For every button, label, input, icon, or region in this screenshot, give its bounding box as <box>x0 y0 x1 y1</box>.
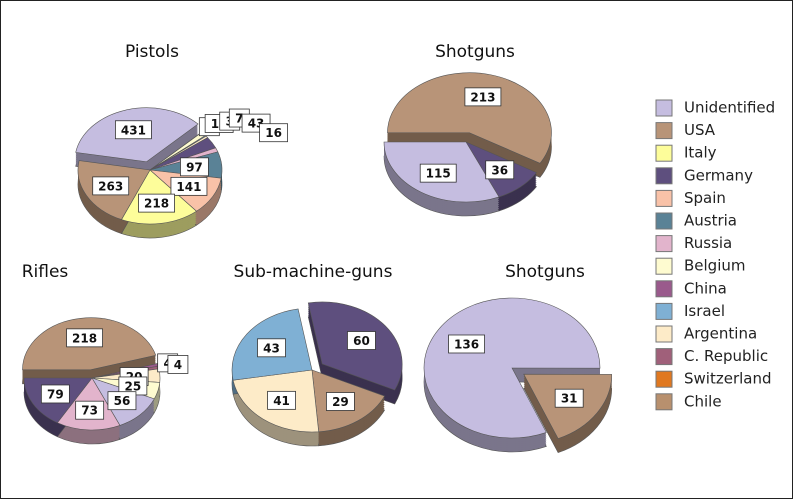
legend-swatch <box>655 99 673 117</box>
value-label-box <box>259 123 288 143</box>
legend-swatch <box>655 393 673 411</box>
legend-swatch <box>655 122 673 140</box>
chart-title: Shotguns <box>435 42 515 62</box>
value-label-box <box>66 328 103 348</box>
value-label: 218 <box>72 331 97 345</box>
legend-label: Argentina <box>684 325 757 343</box>
value-label: 79 <box>47 387 64 401</box>
legend-label: Switzerland <box>684 370 772 388</box>
value-label-box <box>167 355 189 374</box>
value-label-box <box>257 338 286 358</box>
slice <box>387 72 552 164</box>
value-label-box <box>326 392 355 411</box>
legend-label: Germany <box>684 166 753 184</box>
value-label: 115 <box>426 167 451 181</box>
legend-swatch <box>655 348 673 366</box>
value-label: 16 <box>265 126 282 140</box>
value-label: 431 <box>121 123 146 137</box>
legend-label: China <box>684 279 727 297</box>
legend-label: Israel <box>684 302 725 320</box>
value-label: 213 <box>470 90 495 104</box>
value-label-box <box>347 331 376 350</box>
chart-title: Pistols <box>125 42 179 62</box>
legend-label: Austria <box>684 212 737 230</box>
legend-swatch <box>655 302 673 320</box>
value-label-box <box>92 176 130 196</box>
legend-label: Chile <box>684 392 722 410</box>
value-label-box <box>267 390 296 410</box>
legend-swatch <box>655 212 673 230</box>
chart-title: Sub-machine-guns <box>234 262 393 282</box>
value-label: 43 <box>263 341 280 355</box>
value-label: 41 <box>273 394 290 408</box>
value-label-box <box>115 120 152 140</box>
value-label: 4 <box>174 358 182 372</box>
value-label-box <box>180 157 209 177</box>
value-label: 7 <box>235 112 243 126</box>
chart-title: Rifles <box>22 262 69 282</box>
slice <box>423 297 601 439</box>
value-label: 31 <box>561 392 578 406</box>
value-label: 73 <box>81 404 98 418</box>
legend-label: Russia <box>684 234 732 252</box>
legend-label: C. Republic <box>684 347 768 365</box>
value-label-box <box>485 160 515 180</box>
legend-swatch <box>655 144 673 162</box>
value-label: 60 <box>353 334 370 348</box>
legend-label: Unidentified <box>684 99 775 117</box>
legend-swatch <box>655 370 673 388</box>
legend-swatch <box>655 189 673 207</box>
legend-swatch <box>655 325 673 343</box>
value-label-box <box>554 388 584 408</box>
value-label-box <box>107 391 137 411</box>
value-label-box <box>170 176 208 196</box>
value-label-box <box>40 384 70 404</box>
value-label-box <box>419 163 457 183</box>
legend-swatch <box>655 235 673 253</box>
legend-swatch <box>655 167 673 185</box>
value-label-box <box>75 400 105 420</box>
legend-swatch <box>655 257 673 275</box>
value-label: 218 <box>144 197 169 211</box>
value-label-box <box>448 334 485 354</box>
value-label: 36 <box>491 163 508 177</box>
chart-title: Shotguns <box>505 262 585 282</box>
legend-swatch <box>655 280 673 298</box>
value-label: 141 <box>176 180 201 194</box>
value-label: 263 <box>98 179 123 193</box>
legend-label: USA <box>684 121 716 139</box>
value-label-box <box>464 87 502 107</box>
value-label: 25 <box>125 379 142 393</box>
value-label: 136 <box>454 337 479 351</box>
legend-label: Italy <box>684 144 717 162</box>
value-label: 97 <box>186 160 203 174</box>
legend-label: Spain <box>684 189 726 207</box>
value-label-box <box>138 193 175 213</box>
legend-label: Belgium <box>684 257 746 275</box>
value-label: 29 <box>332 395 349 409</box>
value-label: 56 <box>114 394 131 408</box>
